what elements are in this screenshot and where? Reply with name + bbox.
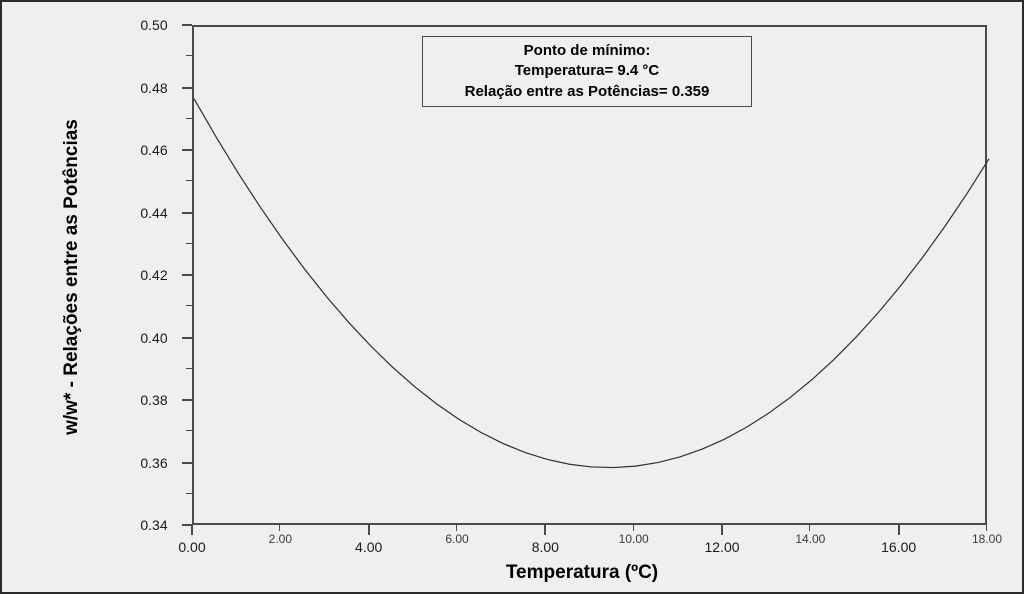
tick-mark — [182, 462, 192, 464]
annotation-box: Ponto de mínimo: Temperatura= 9.4 °C Rel… — [422, 36, 752, 107]
tick-mark — [182, 274, 192, 276]
tick-label: 4.00 — [355, 539, 382, 555]
tick-mark — [186, 243, 192, 244]
tick-mark — [186, 118, 192, 119]
tick-mark — [809, 525, 810, 531]
annotation-line-1: Ponto de mínimo: — [435, 41, 739, 61]
tick-label: 0.38 — [140, 392, 167, 408]
tick-label: 0.50 — [140, 17, 167, 33]
tick-mark — [633, 525, 634, 531]
tick-label: 0.46 — [140, 142, 167, 158]
tick-label: 0.36 — [140, 455, 167, 471]
tick-mark — [182, 24, 192, 26]
tick-mark — [182, 149, 192, 151]
tick-mark — [186, 368, 192, 369]
y-axis-label: w/w* - Relações entre as Potências — [61, 119, 83, 435]
tick-mark — [544, 525, 546, 535]
tick-mark — [182, 212, 192, 214]
tick-label: 0.44 — [140, 205, 167, 221]
tick-mark — [186, 430, 192, 431]
tick-label: 16.00 — [881, 539, 916, 555]
tick-mark — [182, 87, 192, 89]
tick-label-minor: 10.00 — [619, 532, 649, 546]
tick-mark — [986, 525, 987, 531]
chart-frame: Ponto de mínimo: Temperatura= 9.4 °C Rel… — [0, 0, 1024, 594]
tick-mark — [898, 525, 900, 535]
tick-mark — [191, 525, 193, 535]
annotation-line-2: Temperatura= 9.4 °C — [435, 61, 739, 81]
tick-label-minor: 2.00 — [269, 532, 292, 546]
tick-mark — [186, 305, 192, 306]
tick-label: 12.00 — [704, 539, 739, 555]
tick-mark — [456, 525, 457, 531]
tick-mark — [182, 337, 192, 339]
tick-mark — [279, 525, 280, 531]
tick-mark — [182, 399, 192, 401]
tick-label: 0.00 — [178, 539, 205, 555]
tick-label: 0.40 — [140, 330, 167, 346]
x-axis-label: Temperatura (ºC) — [506, 562, 658, 584]
tick-mark — [368, 525, 370, 535]
tick-mark — [186, 493, 192, 494]
tick-mark — [186, 180, 192, 181]
tick-label-minor: 6.00 — [445, 532, 468, 546]
tick-mark — [721, 525, 723, 535]
tick-label-minor: 14.00 — [795, 532, 825, 546]
tick-label: 0.48 — [140, 80, 167, 96]
tick-label: 0.34 — [140, 517, 167, 533]
annotation-line-3: Relação entre as Potências= 0.359 — [435, 82, 739, 102]
tick-label-minor: 18.00 — [972, 532, 1002, 546]
tick-label: 8.00 — [532, 539, 559, 555]
tick-label: 0.42 — [140, 267, 167, 283]
tick-mark — [186, 55, 192, 56]
curve-path — [194, 99, 989, 468]
